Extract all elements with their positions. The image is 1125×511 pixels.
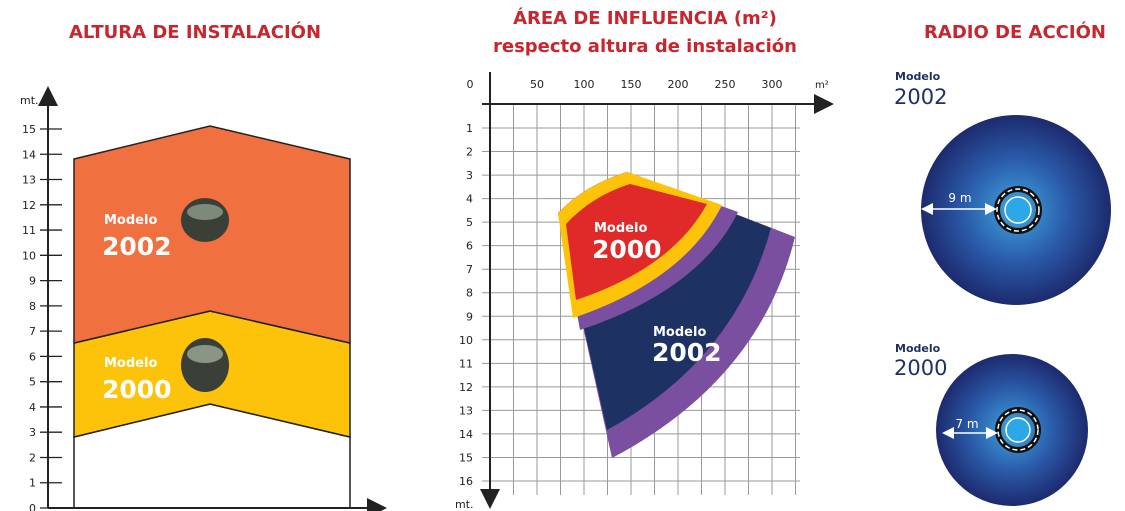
x-tick-label: 0 bbox=[467, 78, 474, 91]
y-tick-label: 11 bbox=[459, 357, 473, 370]
y-tick-label: 16 bbox=[459, 475, 473, 488]
radius-label: 7 m bbox=[955, 417, 978, 431]
y-tick-label: 12 bbox=[22, 199, 36, 212]
y-tick-label: 12 bbox=[459, 381, 473, 394]
y-tick-label: 2 bbox=[466, 146, 473, 159]
y-tick-label: 0 bbox=[29, 502, 36, 511]
y-tick-label: 11 bbox=[22, 224, 36, 237]
x-tick-label: 200 bbox=[668, 78, 689, 91]
model-code: 2002 bbox=[652, 338, 722, 367]
y-tick-label: 14 bbox=[22, 148, 36, 161]
panel-title: RADIO DE ACCIÓN bbox=[924, 21, 1106, 43]
sensor-icon bbox=[181, 338, 229, 392]
panel-title: ALTURA DE INSTALACIÓN bbox=[69, 21, 321, 43]
infographic: ALTURA DE INSTALACIÓN mt. Modelo 2002 Mo… bbox=[0, 0, 1125, 511]
x-tick-label: 150 bbox=[621, 78, 642, 91]
y-tick-label: 10 bbox=[22, 249, 36, 262]
model-label: Modelo bbox=[104, 356, 157, 371]
y-tick-label: 6 bbox=[29, 350, 36, 363]
x-tick-label: 100 bbox=[574, 78, 595, 91]
x-tick-label: 250 bbox=[715, 78, 736, 91]
y-tick-label: 10 bbox=[459, 334, 473, 347]
model-label: Modelo bbox=[594, 221, 647, 236]
model-label: Modelo bbox=[895, 70, 941, 83]
y-tick-label: 5 bbox=[466, 216, 473, 229]
panel-title: ÁREA DE INFLUENCIA (m²) bbox=[513, 7, 777, 29]
y-tick-label: 15 bbox=[22, 123, 36, 136]
y-tick-label: 4 bbox=[29, 401, 36, 414]
y-tick-label: 2 bbox=[29, 451, 36, 464]
y-tick-label: 1 bbox=[466, 122, 473, 135]
model-code: 2002 bbox=[102, 232, 172, 261]
model-code: 2000 bbox=[102, 375, 172, 404]
y-tick-label: 1 bbox=[29, 477, 36, 490]
y-tick-label: 7 bbox=[29, 325, 36, 338]
x-tick-label: 300 bbox=[762, 78, 783, 91]
x-tick-label: 50 bbox=[530, 78, 544, 91]
y-tick-label: 4 bbox=[466, 193, 473, 206]
model-code: 2002 bbox=[894, 85, 947, 109]
y-tick-label: 3 bbox=[466, 169, 473, 182]
axis-unit: mt. bbox=[455, 498, 474, 511]
sensor-icon bbox=[181, 198, 229, 242]
axis-unit: mt. bbox=[20, 94, 39, 107]
radius-label: 9 m bbox=[948, 191, 971, 205]
panel-subtitle: respecto altura de instalación bbox=[493, 36, 797, 57]
model-code: 2000 bbox=[592, 235, 662, 264]
y-tick-label: 3 bbox=[29, 426, 36, 439]
axis-unit: m² bbox=[815, 80, 829, 91]
y-tick-label: 5 bbox=[29, 376, 36, 389]
y-tick-label: 6 bbox=[466, 240, 473, 253]
y-tick-label: 13 bbox=[22, 174, 36, 187]
y-tick-label: 9 bbox=[29, 275, 36, 288]
y-tick-label: 14 bbox=[459, 428, 473, 441]
y-tick-label: 15 bbox=[459, 451, 473, 464]
y-tick-label: 8 bbox=[466, 287, 473, 300]
y-tick-label: 9 bbox=[466, 310, 473, 323]
y-tick-label: 13 bbox=[459, 404, 473, 417]
model-label: Modelo bbox=[104, 213, 157, 228]
y-tick-label: 7 bbox=[466, 263, 473, 276]
model-label: Modelo bbox=[895, 342, 941, 355]
y-tick-label: 8 bbox=[29, 300, 36, 313]
model-code: 2000 bbox=[894, 356, 947, 380]
